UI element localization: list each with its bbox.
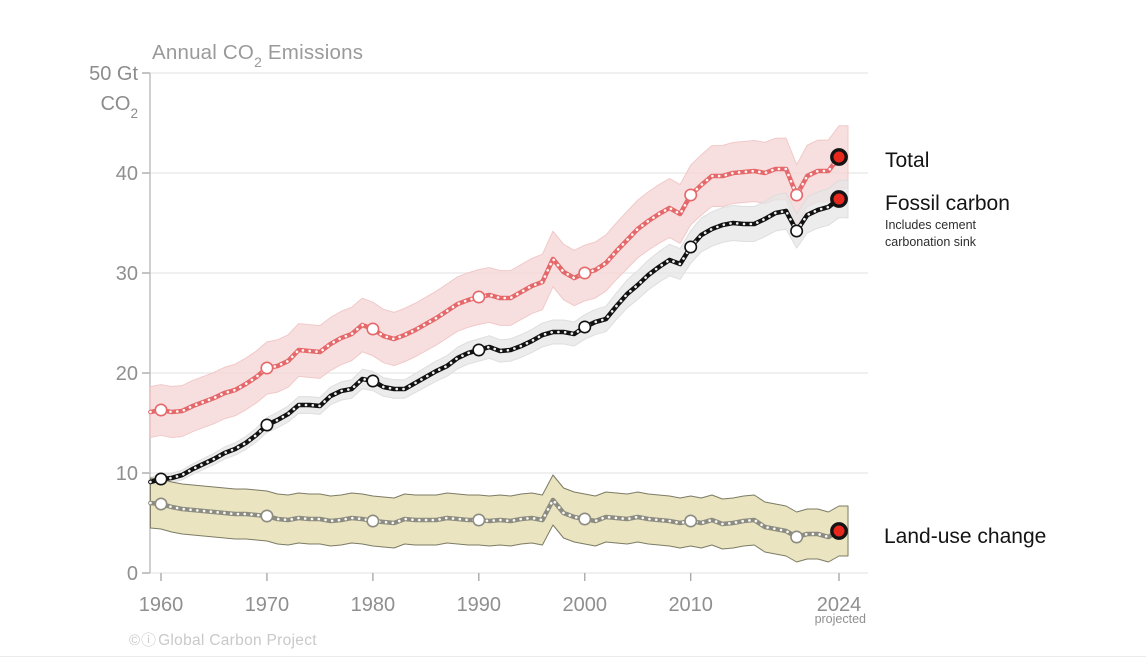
x-tick-label-1970: 1970 xyxy=(245,594,290,616)
uncertainty-band-fossil-carbon xyxy=(149,179,849,488)
legend-label-fossil-carbon: Fossil carbon xyxy=(885,192,1010,215)
legend-note-fossil: Includes cement carbonation sink xyxy=(885,217,976,250)
marker-total-1990 xyxy=(472,290,486,304)
x-tick-label-2000: 2000 xyxy=(563,594,608,616)
x-tick-label-1960: 1960 xyxy=(139,594,184,616)
y-axis-unit-line1: 50 Gt xyxy=(89,63,138,85)
marker-total-1960 xyxy=(154,403,168,417)
chart-title: Annual CO2 Emissions xyxy=(152,41,364,71)
legend-label-total: Total xyxy=(885,149,930,172)
marker-land-use-change-2010 xyxy=(684,514,698,528)
attribution: ©ⓘGlobal Carbon Project xyxy=(129,629,317,650)
y-tick-label-0: 0 xyxy=(127,563,138,585)
x-tick-label-2024: 2024 xyxy=(817,594,862,616)
x-tick-label-1980: 1980 xyxy=(351,594,396,616)
y-axis-unit-line2: CO2 xyxy=(0,89,138,126)
y-axis-unit-co: CO xyxy=(100,93,131,115)
marker-total-2010 xyxy=(684,188,698,202)
marker-fossil-carbon-1960 xyxy=(154,472,168,486)
x-tick-label-2010: 2010 xyxy=(668,594,713,616)
marker-land-use-change-1980 xyxy=(366,514,380,528)
marker-fossil-carbon-1980 xyxy=(366,374,380,388)
chart-title-text: Annual CO xyxy=(152,41,255,64)
y-tick-label-20: 20 xyxy=(116,363,138,385)
end-marker-land-use-change xyxy=(830,522,848,540)
x-axis-projected-note: projected xyxy=(814,612,866,626)
marker-total-1970 xyxy=(260,361,274,375)
marker-fossil-carbon-2010 xyxy=(684,240,698,254)
x-tick-label-1990: 1990 xyxy=(457,594,502,616)
chart-title-subscript: 2 xyxy=(254,54,263,71)
y-tick-label-30: 30 xyxy=(116,263,138,285)
marker-total-2000 xyxy=(578,266,592,280)
marker-land-use-change-1960 xyxy=(154,497,168,511)
end-marker-fossil-carbon xyxy=(830,190,848,208)
marker-total-1980 xyxy=(366,322,380,336)
y-tick-label-40: 40 xyxy=(116,163,138,185)
marker-total-2020 xyxy=(790,188,804,202)
legend-note-line2: carbonation sink xyxy=(885,234,977,249)
marker-fossil-carbon-1970 xyxy=(260,418,274,432)
marker-fossil-carbon-1990 xyxy=(472,343,486,357)
chart-title-suffix: Emissions xyxy=(262,41,364,64)
y-axis-unit-label: 50 Gt CO2 xyxy=(0,59,138,126)
marker-fossil-carbon-2000 xyxy=(578,320,592,334)
legend-label-land-use-change: Land-use change xyxy=(884,525,1047,548)
y-axis-unit-subscript: 2 xyxy=(130,105,138,121)
legend-note-line1: Includes cement xyxy=(885,218,977,232)
end-marker-total xyxy=(830,148,848,166)
y-tick-label-10: 10 xyxy=(116,463,138,485)
figure-bottom-divider xyxy=(0,656,1146,657)
attribution-text: Global Carbon Project xyxy=(158,632,317,649)
creative-commons-icon: ©ⓘ xyxy=(129,632,158,649)
marker-fossil-carbon-2020 xyxy=(790,224,804,238)
marker-land-use-change-2020 xyxy=(790,530,804,544)
marker-land-use-change-1970 xyxy=(260,509,274,523)
marker-land-use-change-2000 xyxy=(578,512,592,526)
marker-land-use-change-1990 xyxy=(472,513,486,527)
